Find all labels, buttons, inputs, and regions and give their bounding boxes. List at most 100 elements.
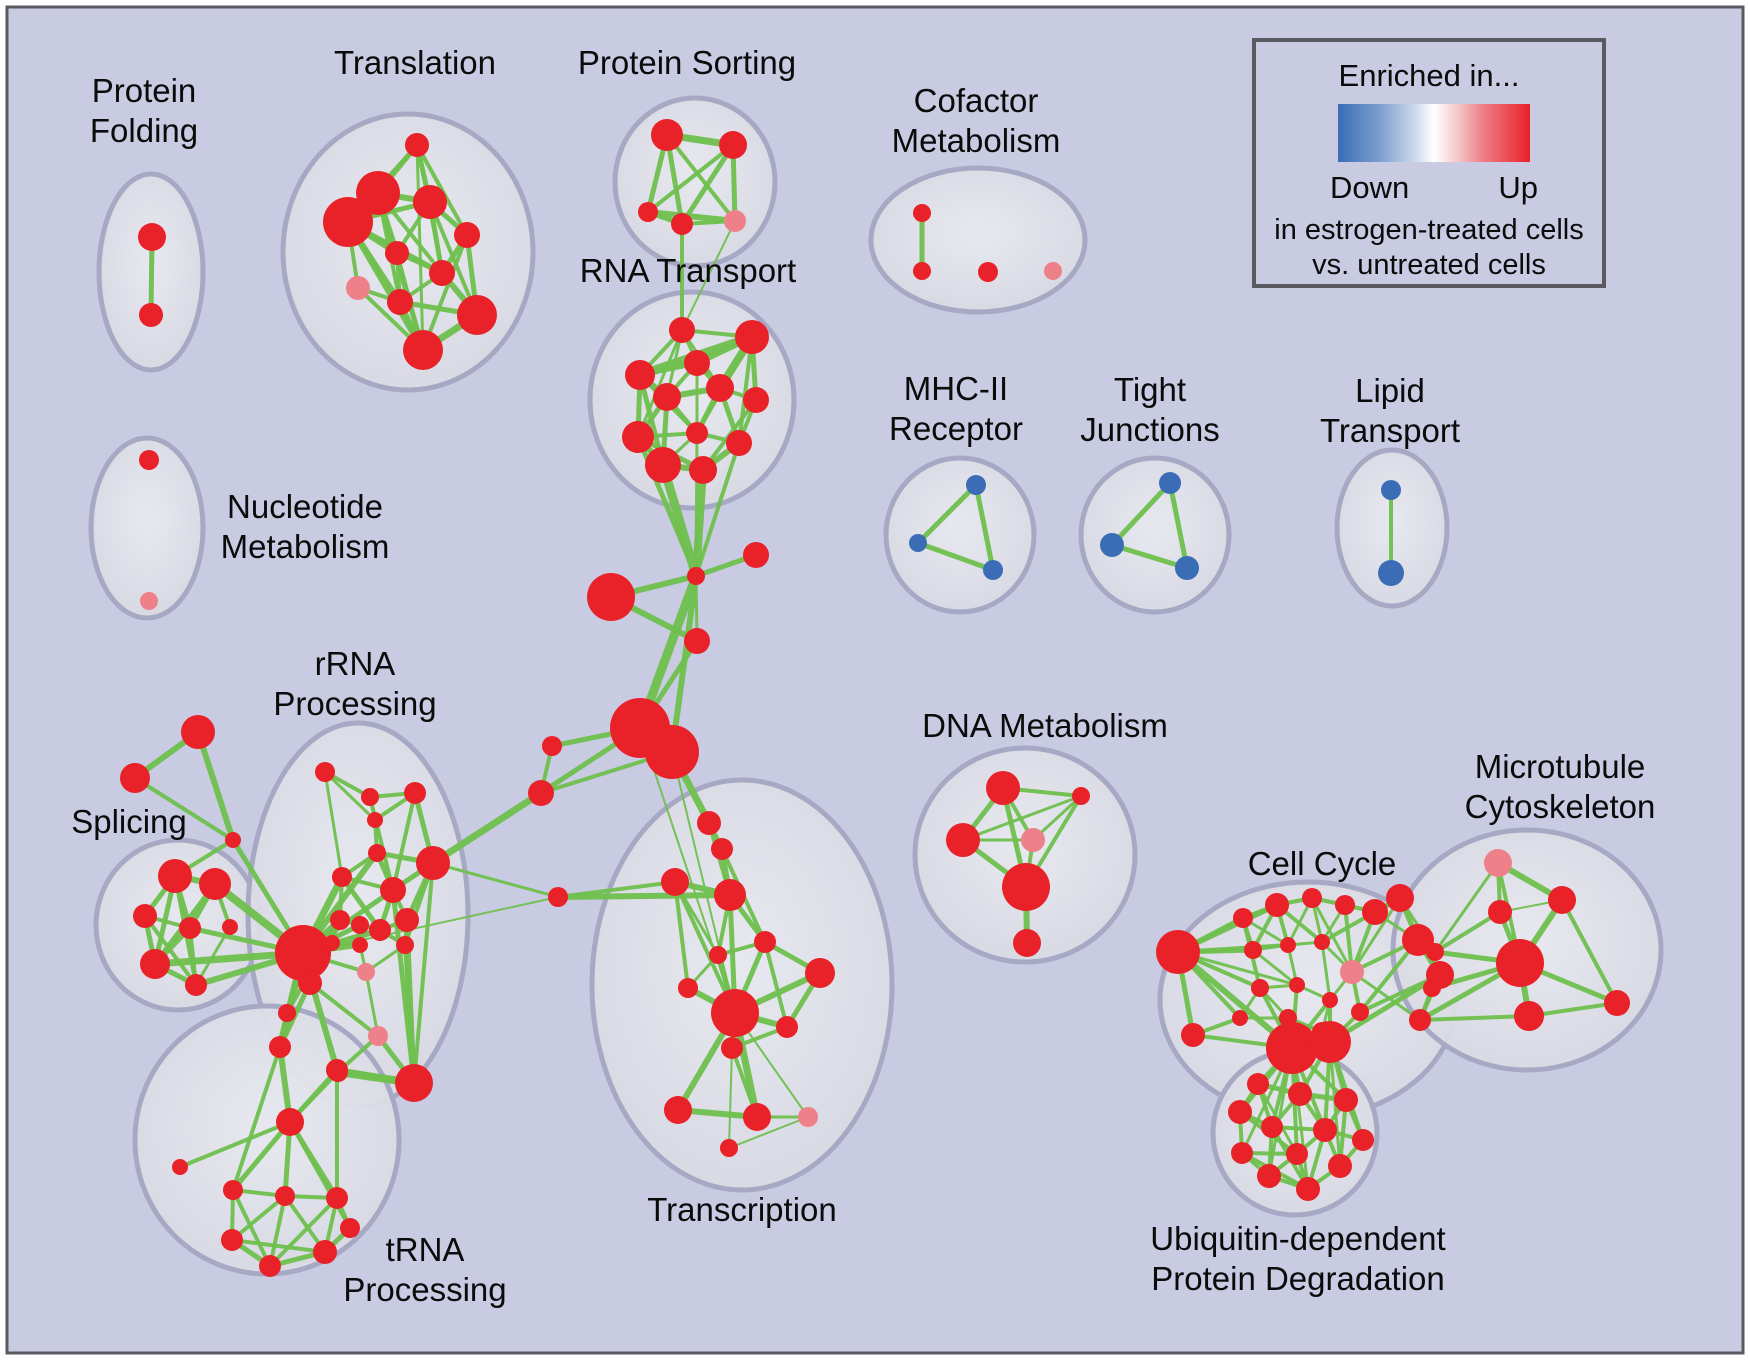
network-edge [194,925,232,987]
network-node [1409,1009,1431,1031]
network-edge [323,770,377,822]
network-node [714,879,746,911]
network-edge [178,1120,292,1169]
network-edge [429,789,545,867]
network-node [913,262,931,280]
network-edge [230,1119,293,1193]
network-node [323,197,373,247]
network-node [1233,908,1253,928]
cluster-label-cofactor-metabolism: Metabolism [892,122,1061,159]
network-node [913,204,931,222]
network-edge [1433,861,1500,954]
network-edge [679,142,736,227]
network-node [1232,1010,1248,1026]
network-node [1021,828,1045,852]
network-edge [915,482,979,546]
network-node [1381,480,1401,500]
legend-title: Enriched in... [1338,58,1520,93]
network-node [346,276,370,300]
cluster-label-microtubule-cytoskeleton: Microtubule [1475,748,1646,785]
network-node [368,844,386,862]
network-edge [555,892,733,900]
network-node [587,573,635,621]
network-node [754,931,776,953]
network-node [1257,1164,1281,1188]
network-node [721,1037,743,1059]
network-edge [728,1116,809,1149]
cluster-label-nucleotide-metabolism: Nucleotide [227,488,383,525]
cluster-ellipse-cofactor-metabolism [868,165,1088,315]
cluster-label-lipid-transport: Transport [1320,412,1460,449]
network-edge [1433,910,1502,954]
network-node [1352,1129,1374,1151]
network-node [689,456,717,484]
network-node [1265,893,1289,917]
network-node [269,1036,291,1058]
network-node [743,1103,771,1131]
network-node [313,1240,337,1264]
cluster-label-rna-transport: RNA Transport [580,252,796,289]
network-node [357,963,375,981]
network-edge [673,880,690,990]
cluster-label-trna-processing: tRNA [386,1231,465,1268]
network-node [1261,1116,1283,1138]
network-node [528,780,554,806]
network-edge [231,1045,282,1192]
cluster-ellipse-tight-junctions [1078,455,1232,615]
network-node [179,917,201,939]
cluster-label-protein-folding: Folding [90,112,198,149]
cluster-label-lipid-transport: Lipid [1355,372,1425,409]
network-node [405,133,429,157]
cluster-ellipse-nucleotide-metabolism [88,435,206,621]
network-node [413,185,447,219]
network-edge [308,981,380,1038]
network-node [1286,1143,1308,1165]
legend-box: Enriched in... Down Up in estrogen-treat… [1252,38,1606,288]
network-node [457,295,497,335]
network-node [743,542,769,568]
network-node [1175,556,1199,580]
network-node [298,971,322,995]
cluster-label-mhc-ii-receptor: Receptor [889,410,1023,447]
network-node [140,592,158,610]
network-edge [231,1188,272,1268]
cluster-label-tight-junctions: Tight [1114,371,1186,408]
network-node [709,946,727,964]
network-node [332,867,352,887]
network-node [743,387,769,413]
network-edge [195,729,236,843]
network-edge [658,460,701,581]
network-node [1402,924,1434,956]
network-edge [692,466,707,580]
network-node [1496,939,1544,987]
network-edge [230,1238,327,1254]
network-node [548,887,568,907]
cluster-ellipse-protein-sorting [612,95,778,269]
cluster-label-nucleotide-metabolism: Metabolism [221,528,390,565]
network-node [625,360,655,390]
network-node [380,877,406,903]
cluster-ellipse-trna-processing [132,1003,402,1277]
network-node [1423,979,1441,997]
network-node [1302,888,1322,908]
network-node [1309,1021,1351,1063]
network-edge [421,233,469,352]
network-edge [1251,948,1299,987]
network-node [1386,884,1414,912]
network-edge [673,880,737,1015]
network-node [776,1016,798,1038]
network-edge [1320,940,1332,1002]
network-node [986,771,1020,805]
network-node [684,628,710,654]
cluster-label-ubiquitin-dependent-protein-degradation: Ubiquitin-dependent [1150,1220,1445,1257]
network-edge [1350,970,1422,1022]
network-edge [1327,972,1443,1045]
network-node [139,303,163,327]
network-node [351,916,369,934]
legend-down-label: Down [1330,170,1410,205]
network-node [278,1004,296,1022]
cluster-ellipse-transcription [589,777,895,1193]
network-node [638,202,658,222]
network-node [946,823,980,857]
network-node [361,788,379,806]
